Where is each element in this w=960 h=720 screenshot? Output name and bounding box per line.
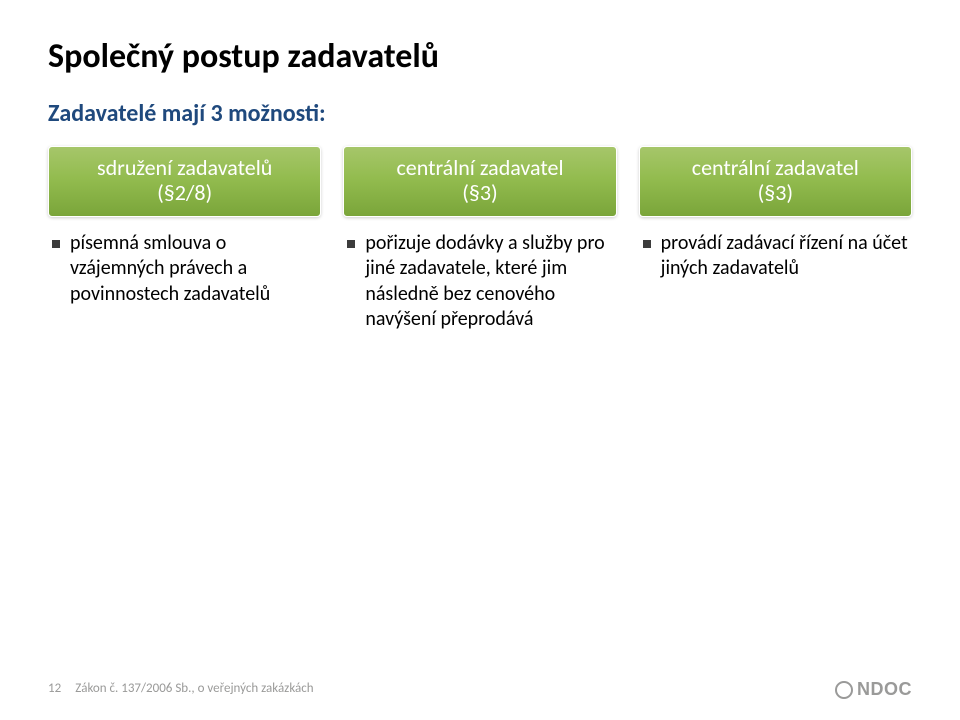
bullet-square-icon <box>643 240 651 248</box>
column-3-body: provádí zadávací řízení na účet jiných z… <box>639 231 912 282</box>
column-2-body: pořizuje dodávky a služby pro jiné zadav… <box>343 231 616 333</box>
column-2-header-line1: centrální zadavatel <box>350 155 609 180</box>
bullet-text: pořizuje dodávky a služby pro jiné zadav… <box>365 231 616 333</box>
page-title: Společný postup zadavatelů <box>48 36 912 77</box>
column-2-header: centrální zadavatel (§3) <box>343 146 616 217</box>
logo: NDOC <box>835 679 912 700</box>
list-item: provádí zadávací řízení na účet jiných z… <box>643 231 912 282</box>
columns-container: sdružení zadavatelů (§2/8) písemná smlou… <box>48 146 912 343</box>
column-3-header-line1: centrální zadavatel <box>646 155 905 180</box>
column-3-header: centrální zadavatel (§3) <box>639 146 912 217</box>
slide: Společný postup zadavatelů Zadavatelé ma… <box>0 0 960 720</box>
list-item: pořizuje dodávky a služby pro jiné zadav… <box>347 231 616 333</box>
logo-text: NDOC <box>857 679 912 700</box>
column-3-header-line2: (§3) <box>646 180 905 205</box>
bullet-text: provádí zadávací řízení na účet jiných z… <box>661 231 912 282</box>
bullet-square-icon <box>347 240 355 248</box>
subtitle: Zadavatelé mají 3 možnosti: <box>48 99 912 128</box>
column-2: centrální zadavatel (§3) pořizuje dodávk… <box>343 146 616 343</box>
bullet-text: písemná smlouva o vzájemných právech a p… <box>70 231 321 308</box>
logo-ring-icon <box>835 681 853 699</box>
page-number: 12 <box>48 681 61 696</box>
column-1-header-line1: sdružení zadavatelů <box>55 155 314 180</box>
list-item: písemná smlouva o vzájemných právech a p… <box>52 231 321 308</box>
column-1: sdružení zadavatelů (§2/8) písemná smlou… <box>48 146 321 343</box>
column-2-header-line2: (§3) <box>350 180 609 205</box>
column-1-body: písemná smlouva o vzájemných právech a p… <box>48 231 321 308</box>
footer-source: Zákon č. 137/2006 Sb., o veřejných zakáz… <box>75 681 313 696</box>
column-1-header-line2: (§2/8) <box>55 180 314 205</box>
footer: 12 Zákon č. 137/2006 Sb., o veřejných za… <box>48 681 314 696</box>
bullet-square-icon <box>52 240 60 248</box>
column-3: centrální zadavatel (§3) provádí zadávac… <box>639 146 912 343</box>
column-1-header: sdružení zadavatelů (§2/8) <box>48 146 321 217</box>
